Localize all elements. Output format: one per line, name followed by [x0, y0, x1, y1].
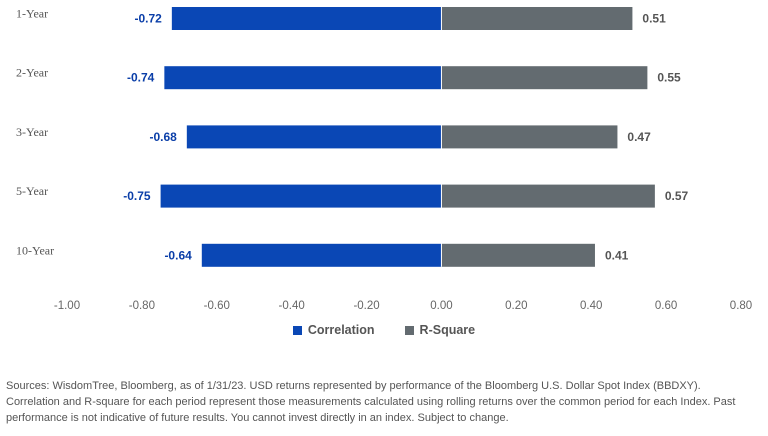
data-label-correlation: -0.64: [164, 248, 192, 262]
category-label: 2-Year: [16, 66, 48, 80]
x-tick-label: 0.00: [430, 300, 452, 312]
data-label-correlation: -0.68: [149, 130, 177, 144]
category-label: 1-Year: [16, 7, 48, 21]
bar-rsquare: [441, 7, 633, 30]
x-tick-label: 0.80: [730, 300, 752, 312]
data-label-correlation: -0.75: [123, 189, 151, 203]
legend-swatch-rsquare: [404, 325, 414, 335]
x-tick-label: -0.60: [204, 300, 230, 312]
legend-label-correlation: Correlation: [307, 323, 375, 337]
x-tick-label: 0.60: [655, 300, 677, 312]
category-label: 10-Year: [16, 243, 54, 257]
bar-rsquare: [441, 243, 595, 267]
x-tick-label: -0.40: [279, 300, 305, 312]
bar-correlation: [186, 125, 442, 149]
bar-rsquare: [441, 66, 648, 90]
data-label-correlation: -0.72: [134, 12, 162, 26]
x-tick-label: -0.20: [353, 300, 379, 312]
bar-rsquare: [441, 125, 618, 149]
bar-correlation: [160, 184, 442, 208]
legend-item-correlation: Correlation: [292, 323, 375, 337]
data-label-rsquare: 0.51: [642, 12, 666, 26]
bar-chart: 1-Year -0.72 0.51 2-Year -0.74 0.55 3-Year -0.6…: [16, 7, 752, 313]
category-label: 3-Year: [16, 125, 48, 139]
chart-legend: Correlation R-Square: [0, 323, 768, 337]
data-label-rsquare: 0.57: [665, 189, 689, 203]
category-label: 5-Year: [16, 184, 48, 198]
data-label-correlation: -0.74: [127, 71, 155, 85]
legend-label-rsquare: R-Square: [419, 323, 476, 337]
legend-item-rsquare: R-Square: [404, 323, 476, 337]
x-tick-label: -1.00: [54, 300, 80, 312]
bar-correlation: [201, 243, 442, 267]
data-label-rsquare: 0.55: [657, 71, 681, 85]
legend-swatch-correlation: [292, 325, 302, 335]
x-tick-label: 0.20: [505, 300, 527, 312]
x-tick-label: -0.80: [129, 300, 155, 312]
bar-rsquare: [441, 184, 655, 208]
source-note: Sources: WisdomTree, Bloomberg, as of 1/…: [6, 380, 736, 424]
data-label-rsquare: 0.41: [605, 248, 629, 262]
bar-correlation: [164, 66, 442, 90]
x-tick-label: 0.40: [580, 300, 602, 312]
bar-correlation: [171, 7, 442, 30]
data-label-rsquare: 0.47: [627, 130, 651, 144]
